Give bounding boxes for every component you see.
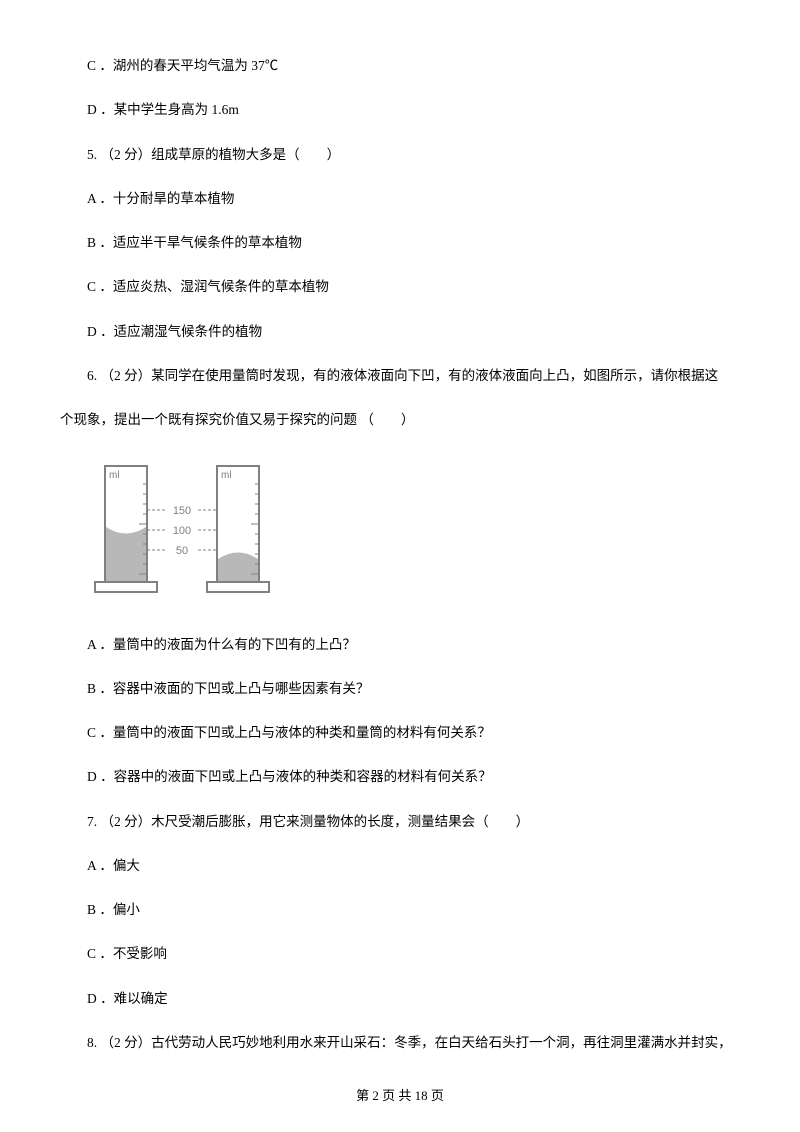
question-8: 8. （2 分）古代劳动人民巧妙地利用水来开山采石：冬季，在白天给石头打一个洞，… [60,1033,740,1053]
svg-text:ml: ml [109,470,120,481]
svg-text:150: 150 [173,505,191,517]
graduated-cylinders-icon: ml ml 150 100 50 [88,454,276,604]
q5-option-d: D ．适应潮湿气候条件的植物 [60,322,740,342]
question-6-line2: 个现象，提出一个既有探究价值又易于探究的问题 （ ） [60,410,740,430]
svg-text:ml: ml [221,470,232,481]
q5-option-a: A ．十分耐旱的草本植物 [60,189,740,209]
q7-option-d: D ．难以确定 [60,989,740,1009]
question-6-line1: 6. （2 分）某同学在使用量筒时发现，有的液体液面向下凹，有的液体液面向上凸，… [60,366,740,386]
q7-option-c: C ．不受影响 [60,944,740,964]
q5-option-c: C ．适应炎热、湿润气候条件的草本植物 [60,277,740,297]
q6-option-b: B ．容器中液面的下凹或上凸与哪些因素有关？ [60,679,740,699]
option-c: C ．湖州的春天平均气温为 37℃ [60,56,740,76]
q6-option-c: C ．量筒中的液面下凹或上凸与液体的种类和量筒的材料有何关系？ [60,723,740,743]
q7-option-a: A ．偏大 [60,856,740,876]
option-d: D ．某中学生身高为 1.6m [60,100,740,120]
question-7: 7. （2 分）木尺受潮后膨胀，用它来测量物体的长度，测量结果会（ ） [60,812,740,832]
document-page: C ．湖州的春天平均气温为 37℃ D ．某中学生身高为 1.6m 5. （2 … [0,0,800,1107]
q6-option-d: D ．容器中的液面下凹或上凸与液体的种类和容器的材料有何关系？ [60,767,740,787]
page-footer: 第 2 页 共 18 页 [0,1085,800,1104]
svg-text:50: 50 [176,545,188,557]
q5-option-b: B ．适应半干旱气候条件的草本植物 [60,233,740,253]
svg-text:100: 100 [173,525,191,537]
cylinder-figure: ml ml 150 100 50 [88,454,740,610]
question-5: 5. （2 分）组成草原的植物大多是（ ） [60,145,740,165]
q7-option-b: B ．偏小 [60,900,740,920]
q6-option-a: A ．量筒中的液面为什么有的下凹有的上凸？ [60,635,740,655]
